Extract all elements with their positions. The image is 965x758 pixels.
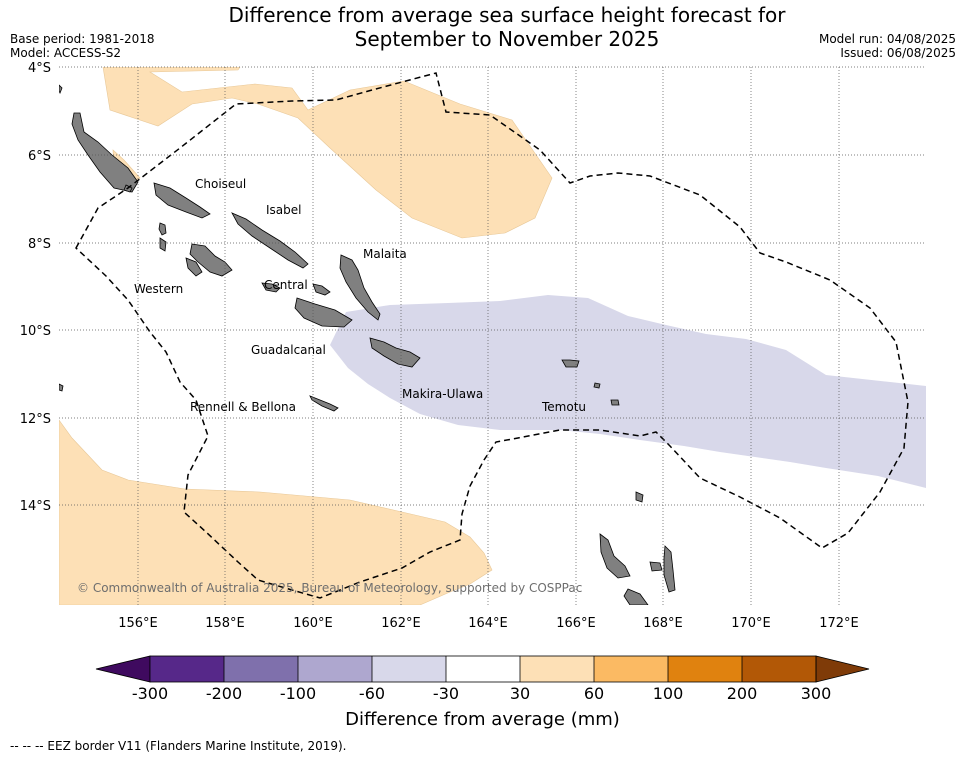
- eez-border: [75, 72, 909, 599]
- utupua-island: [593, 382, 601, 389]
- lon-label: 170°E: [731, 616, 771, 631]
- region-label-isabel: Isabel: [266, 203, 301, 217]
- colorbar-bin: [520, 656, 594, 682]
- guadalcanal-island: [294, 297, 353, 328]
- colorbar-tick-label: -300: [132, 684, 168, 703]
- lon-label: 162°E: [381, 616, 421, 631]
- colorbar-bin: [668, 656, 742, 682]
- bougainville-island: [59, 383, 64, 392]
- region-label-choiseul: Choiseul: [195, 177, 246, 191]
- lon-label: 156°E: [118, 616, 158, 631]
- region-labels: Choiseul Isabel Malaita Western Central …: [134, 177, 586, 414]
- colorbar-bin: [372, 656, 446, 682]
- lat-label: 4°S: [28, 61, 51, 76]
- lon-label: 158°E: [205, 616, 245, 631]
- vanuatu-east: [663, 545, 676, 593]
- base-period-text: Base period: 1981-2018: [10, 32, 155, 46]
- lat-label: 8°S: [28, 237, 51, 252]
- lon-label: 160°E: [293, 616, 333, 631]
- colorbar-bin: [742, 656, 816, 682]
- meta-right: Model run: 04/08/2025 Issued: 06/08/2025: [819, 32, 956, 60]
- makira-island: [369, 337, 421, 368]
- colorbar-tick-label: -200: [206, 684, 242, 703]
- lat-label: 14°S: [20, 499, 51, 514]
- colorbar-tick-label: 300: [801, 684, 832, 703]
- colorbar-bin: [594, 656, 668, 682]
- vanuatu-north: [599, 533, 631, 579]
- colorbar-extend-right: [815, 655, 870, 683]
- russell-islands: [312, 283, 331, 296]
- new-georgia-island: [189, 243, 233, 277]
- colorbar-tick-label: 60: [584, 684, 604, 703]
- region-label-makira-ulawa: Makira-Ulawa: [402, 387, 483, 401]
- colorbar-bin: [446, 656, 520, 682]
- grid-lines: [59, 66, 926, 605]
- vanuatu-south: [623, 588, 649, 605]
- region-label-guadalcanal: Guadalcanal: [251, 343, 326, 357]
- chart-title: Difference from average sea surface heig…: [0, 3, 965, 51]
- colorbar-tick-label: 100: [653, 684, 684, 703]
- ranongga: [159, 237, 167, 252]
- longitude-labels: 156°E 158°E 160°E 162°E 164°E 166°E 168°…: [118, 616, 859, 631]
- malaita-island: [339, 254, 381, 321]
- colorbar: -300 -200 -100 -60 -30 30 60 100 200 300: [95, 655, 870, 703]
- region-label-temotu: Temotu: [541, 400, 586, 414]
- lat-label: 12°S: [20, 412, 51, 427]
- colorbar-frame: [149, 655, 817, 683]
- lat-label: 6°S: [28, 149, 51, 164]
- banks-island: [635, 491, 644, 503]
- rennell-island: [309, 395, 339, 412]
- meta-left: Base period: 1981-2018 Model: ACCESS-S2: [10, 32, 155, 60]
- colorbar-tick-label: -60: [359, 684, 385, 703]
- vella-lavella: [158, 222, 167, 236]
- choiseul-east-island: [153, 182, 211, 219]
- title-line-2: September to November 2025: [354, 27, 660, 51]
- model-text: Model: ACCESS-S2: [10, 46, 122, 60]
- title-line-1: Difference from average sea surface heig…: [228, 3, 786, 27]
- eez-footnote: -- -- -- EEZ border V11 (Flanders Marine…: [10, 739, 347, 753]
- lon-label: 172°E: [819, 616, 859, 631]
- santa-cruz-island: [561, 359, 580, 368]
- colorbar-bin: [298, 656, 372, 682]
- negative-anomaly-band: [330, 295, 926, 488]
- positive-anomaly-south: [59, 419, 493, 605]
- isabel-island: [231, 212, 309, 269]
- lon-label: 164°E: [468, 616, 508, 631]
- colorbar-tick-label: 30: [510, 684, 530, 703]
- lat-label: 10°S: [20, 324, 51, 339]
- lon-label: 168°E: [643, 616, 683, 631]
- torres-island: [649, 561, 663, 572]
- issued-text: Issued: 06/08/2025: [840, 46, 956, 60]
- map-area: [59, 67, 926, 605]
- colorbar-bin: [224, 656, 298, 682]
- latitude-labels: 4°S 6°S 8°S 10°S 12°S 14°S: [20, 61, 51, 514]
- copyright-text: © Commonwealth of Australia 2025, Bureau…: [77, 581, 582, 595]
- lon-label: 166°E: [556, 616, 596, 631]
- positive-anomaly-north: [102, 67, 553, 239]
- colorbar-tick-label: -30: [433, 684, 459, 703]
- nissan-island: [59, 84, 63, 94]
- vanikoro-island: [610, 399, 620, 406]
- colorbar-title: Difference from average (mm): [345, 709, 620, 730]
- land-masses: [59, 84, 676, 605]
- colorbar-bin: [150, 656, 224, 682]
- colorbar-extend-left: [95, 655, 151, 683]
- region-label-central: Central: [264, 278, 308, 292]
- colorbar-tick-label: -100: [280, 684, 316, 703]
- new-georgia-small: [185, 257, 203, 277]
- region-label-western: Western: [134, 282, 183, 296]
- region-label-rennell-bellona: Rennell & Bellona: [190, 400, 296, 414]
- choiseul-island: [71, 112, 139, 193]
- colorbar-tick-label: 200: [727, 684, 758, 703]
- florida-islands: [261, 282, 281, 293]
- model-run-text: Model run: 04/08/2025: [818, 32, 956, 46]
- region-label-malaita: Malaita: [363, 247, 407, 261]
